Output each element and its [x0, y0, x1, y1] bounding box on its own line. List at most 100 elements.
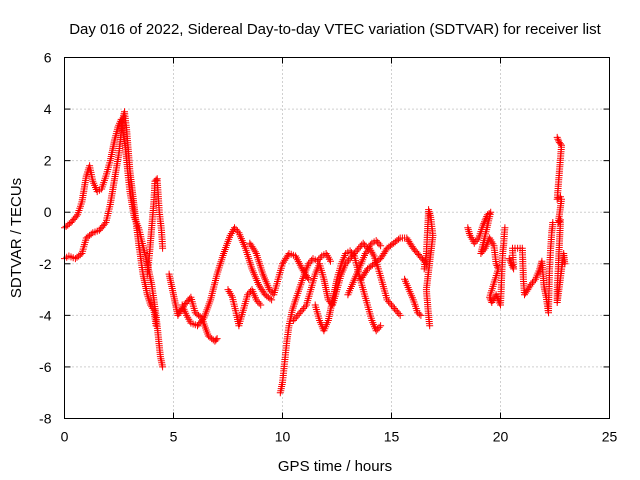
- x-tick-label: 10: [275, 429, 291, 445]
- y-tick-label: -8: [39, 411, 52, 427]
- data-point-receiver-j: [375, 323, 383, 331]
- data-point-receiver-i: [298, 306, 306, 314]
- data-point-receiver-o: [472, 237, 480, 245]
- data-point-receiver-g: [305, 275, 313, 283]
- data-point-receiver-h: [316, 254, 324, 262]
- plot-frame: [64, 57, 610, 419]
- data-point-receiver-l: [395, 235, 403, 243]
- data-point-receiver-a: [159, 363, 167, 371]
- data-point-receiver-m: [417, 311, 425, 319]
- data-point-receiver-k: [396, 311, 404, 319]
- data-point-receiver-i: [294, 311, 302, 319]
- data-point-receiver-i: [292, 313, 300, 321]
- y-tick-label: 2: [44, 153, 52, 169]
- data-point-receiver-g: [297, 263, 305, 271]
- data-point-receiver-p: [529, 279, 536, 287]
- data-point-receiver-b: [152, 322, 160, 330]
- marks-layer: [61, 108, 569, 397]
- data-point-receiver-g: [294, 258, 302, 266]
- data-point-receiver-j: [349, 250, 357, 258]
- data-point-receiver-k: [383, 296, 391, 304]
- x-tick-label: 20: [493, 429, 509, 445]
- data-point-receiver-p: [508, 262, 516, 269]
- data-point-receiver-k: [361, 250, 369, 257]
- data-point-receiver-e: [232, 225, 240, 233]
- data-point-receiver-j: [346, 247, 354, 255]
- data-point-receiver-f: [244, 291, 252, 299]
- data-point-receiver-c: [152, 176, 160, 184]
- grid-layer: [64, 57, 610, 419]
- data-point-receiver-n: [426, 322, 434, 330]
- data-point-receiver-o: [473, 236, 481, 244]
- data-point-receiver-i: [372, 237, 380, 245]
- data-point-receiver-g: [267, 287, 275, 295]
- data-point-receiver-m: [415, 310, 423, 318]
- axes-layer: 0 5 10 15 20 25 -8 -6 -4 -2 0 2 4 6: [39, 50, 617, 445]
- data-point-receiver-o: [492, 260, 500, 268]
- data-point-receiver-f: [254, 298, 262, 306]
- data-point-receiver-h: [327, 257, 334, 265]
- data-point-receiver-o: [480, 246, 488, 254]
- data-point-receiver-e: [199, 316, 207, 323]
- data-point-receiver-i: [300, 305, 308, 312]
- data-point-receiver-h: [315, 256, 323, 263]
- data-point-receiver-o: [486, 293, 494, 301]
- data-point-receiver-d: [212, 336, 220, 344]
- data-point-receiver-e: [231, 224, 238, 232]
- data-point-receiver-k: [393, 308, 401, 316]
- data-point-receiver-d: [213, 335, 221, 343]
- data-point-receiver-j: [374, 325, 382, 333]
- data-point-receiver-o: [481, 218, 488, 226]
- data-point-receiver-f: [252, 296, 260, 304]
- data-point-receiver-q: [555, 217, 563, 225]
- data-point-receiver-g: [251, 248, 259, 256]
- x-tick-label: 25: [602, 429, 618, 445]
- data-point-receiver-p: [505, 255, 513, 263]
- data-point-receiver-i: [289, 317, 297, 324]
- data-point-receiver-e: [266, 295, 274, 303]
- y-tick-label: 4: [44, 101, 52, 117]
- data-point-receiver-o: [477, 250, 485, 257]
- x-tick-label: 5: [170, 429, 178, 445]
- data-point-receiver-o: [478, 248, 486, 256]
- chart-title: Day 016 of 2022, Sidereal Day-to-day VTE…: [69, 21, 601, 38]
- y-tick-label: -6: [39, 359, 52, 375]
- x-axis-label: GPS time / hours: [278, 458, 392, 475]
- data-point-receiver-k: [386, 299, 394, 307]
- data-point-receiver-f: [255, 299, 263, 307]
- data-point-receiver-o: [501, 224, 509, 232]
- data-point-receiver-k: [392, 306, 400, 314]
- data-point-receiver-i: [297, 308, 305, 316]
- data-point-receiver-q: [557, 140, 564, 148]
- y-tick-label: -4: [39, 307, 52, 323]
- data-point-receiver-f: [245, 289, 253, 297]
- data-point-receiver-h: [305, 260, 313, 268]
- data-point-receiver-k: [395, 310, 403, 318]
- data-point-receiver-i: [295, 310, 303, 318]
- y-tick-label: 0: [44, 204, 52, 220]
- data-point-receiver-i: [365, 243, 373, 251]
- data-point-receiver-b: [101, 220, 109, 228]
- data-point-receiver-i: [301, 303, 309, 311]
- data-point-receiver-j: [377, 322, 385, 330]
- data-point-receiver-j: [348, 249, 355, 257]
- data-point-receiver-o: [470, 239, 478, 247]
- y-tick-label: -2: [39, 256, 52, 272]
- data-point-receiver-e: [233, 227, 241, 235]
- data-point-receiver-k: [390, 305, 398, 312]
- data-point-receiver-p: [530, 277, 538, 285]
- data-point-receiver-i: [375, 240, 383, 248]
- data-point-receiver-e: [268, 296, 276, 304]
- data-point-receiver-k: [388, 301, 395, 309]
- data-point-receiver-g: [293, 254, 300, 262]
- data-point-receiver-i: [353, 246, 361, 254]
- data-point-receiver-q: [561, 260, 569, 268]
- data-point-receiver-j: [372, 327, 380, 335]
- data-point-receiver-b: [149, 305, 157, 312]
- y-tick-label: 6: [44, 50, 52, 66]
- data-point-receiver-o: [493, 262, 501, 269]
- data-point-receiver-i: [355, 244, 363, 252]
- data-point-receiver-a: [72, 212, 80, 220]
- y-axis-label: SDTVAR / TECUs: [8, 178, 25, 298]
